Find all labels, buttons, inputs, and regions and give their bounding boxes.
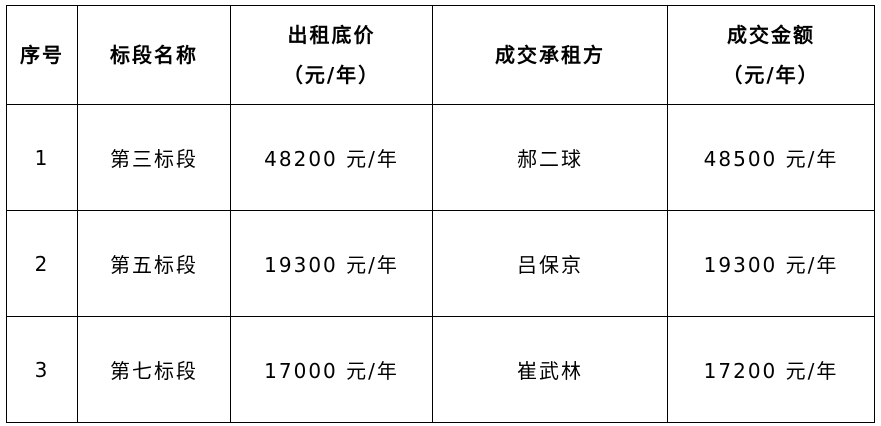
lease-results-table: 序号 标段名称 出租底价 （元/年） 成交承租方 成交金额 （元/年） 1 第三标段… <box>6 5 875 423</box>
header-label: 出租底价 <box>287 23 376 47</box>
header-index: 序号 <box>6 5 78 105</box>
cell-section-name: 第七标段 <box>77 316 231 423</box>
table-row: 2 第五标段 19300 元/年 吕保京 19300 元/年 <box>6 210 875 317</box>
header-row: 序号 标段名称 出租底价 （元/年） 成交承租方 成交金额 （元/年） <box>6 5 875 105</box>
cell-lessee: 吕保京 <box>432 210 668 317</box>
table-row: 1 第三标段 48200 元/年 郝二球 48500 元/年 <box>6 104 875 211</box>
cell-lessee: 郝二球 <box>432 104 668 211</box>
cell-lessee: 崔武林 <box>432 316 668 423</box>
table-row: 3 第七标段 17000 元/年 崔武林 17200 元/年 <box>6 316 875 423</box>
cell-reserve-price: 17000 元/年 <box>230 316 433 423</box>
cell-section-name: 第五标段 <box>77 210 231 317</box>
cell-deal-amount: 48500 元/年 <box>667 104 875 211</box>
header-deal-amount: 成交金额 （元/年） <box>667 5 875 105</box>
header-lessee: 成交承租方 <box>432 5 668 105</box>
cell-index: 3 <box>6 316 78 423</box>
header-unit: （元/年） <box>722 63 820 87</box>
cell-section-name: 第三标段 <box>77 104 231 211</box>
header-section-name: 标段名称 <box>77 5 231 105</box>
header-label: 序号 <box>20 43 64 67</box>
header-reserve-price: 出租底价 （元/年） <box>230 5 433 105</box>
cell-reserve-price: 19300 元/年 <box>230 210 433 317</box>
cell-reserve-price: 48200 元/年 <box>230 104 433 211</box>
header-label: 成交承租方 <box>495 43 605 67</box>
cell-index: 2 <box>6 210 78 317</box>
cell-deal-amount: 17200 元/年 <box>667 316 875 423</box>
header-label: 标段名称 <box>110 43 198 67</box>
header-unit: （元/年） <box>282 63 381 87</box>
header-label: 成交金额 <box>727 23 815 47</box>
cell-index: 1 <box>6 104 78 211</box>
cell-deal-amount: 19300 元/年 <box>667 210 875 317</box>
